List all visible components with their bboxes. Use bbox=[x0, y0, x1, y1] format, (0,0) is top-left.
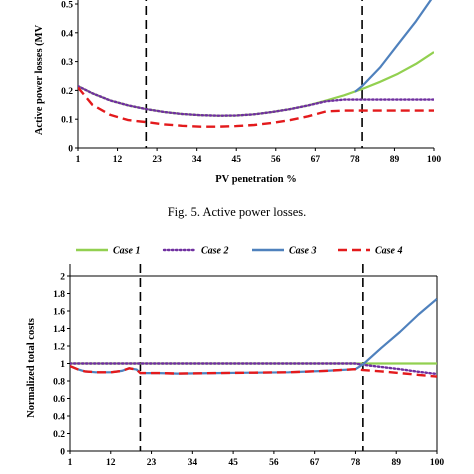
x-tick-label: 100 bbox=[427, 155, 442, 165]
y-tick-label: 0.4 bbox=[61, 29, 73, 39]
x-tick-label: 23 bbox=[147, 458, 157, 468]
legend-label-case-4: Case 4 bbox=[375, 246, 403, 257]
x-tick-label: 1 bbox=[76, 155, 81, 165]
x-tick-label: 89 bbox=[391, 458, 401, 468]
series-line-case-3 bbox=[70, 297, 437, 375]
y-tick-label: 0 bbox=[60, 448, 65, 458]
y-tick-label: 0.8 bbox=[53, 378, 65, 388]
y-tick-label: 1.8 bbox=[53, 290, 65, 300]
legend: Case 1 Case 2 Case 3 Case 4 bbox=[76, 246, 403, 257]
y-tick-label: 0.6 bbox=[53, 395, 65, 405]
x-axis-label: PV penetration % bbox=[215, 174, 296, 185]
x-tick-label: 78 bbox=[351, 458, 361, 468]
chart-normalized-total-costs: 0 0.2 0.4 0.6 0.8 1 1.2 1.4 1.6 1.8 2 1 12 23 34 45 56 67… bbox=[26, 264, 444, 468]
y-tick-label: 0.4 bbox=[53, 413, 65, 423]
series-line-case-2 bbox=[70, 362, 437, 376]
series-line-case-4 bbox=[70, 364, 437, 378]
series-line-case-2 bbox=[78, 84, 434, 117]
series-group bbox=[70, 297, 437, 378]
legend-label-case-3: Case 3 bbox=[289, 246, 317, 257]
y-axis-label: Normalized total costs bbox=[26, 318, 37, 418]
x-tick-label: 45 bbox=[231, 155, 241, 165]
x-tick-label: 23 bbox=[152, 155, 162, 165]
x-tick-label: 100 bbox=[430, 458, 445, 468]
legend-label-case-1: Case 1 bbox=[113, 246, 141, 257]
x-tick-label: 56 bbox=[269, 458, 279, 468]
y-tick-label: 0.2 bbox=[53, 430, 65, 440]
x-tick-label: 67 bbox=[310, 458, 320, 468]
series-line-case-4 bbox=[78, 86, 434, 128]
x-tick-label: 1 bbox=[68, 458, 73, 468]
x-tick-label: 12 bbox=[113, 155, 123, 165]
y-tick-label: 2 bbox=[60, 273, 65, 283]
y-tick-label: 0.2 bbox=[61, 87, 73, 97]
x-tick-label: 34 bbox=[192, 155, 202, 165]
x-tick-label: 34 bbox=[188, 458, 198, 468]
legend-label-case-2: Case 2 bbox=[201, 246, 229, 257]
x-tick-label: 67 bbox=[311, 155, 321, 165]
figure-caption: Fig. 5. Active power losses. bbox=[168, 205, 307, 219]
y-tick-label: 1.4 bbox=[53, 325, 65, 335]
y-tick-label: 0 bbox=[68, 145, 73, 155]
x-tick-label: 56 bbox=[271, 155, 281, 165]
x-tick-label: 45 bbox=[228, 458, 238, 468]
y-tick-label: 1.6 bbox=[53, 308, 65, 318]
y-tick-label: 0.5 bbox=[61, 1, 73, 11]
y-tick-label: 0.3 bbox=[61, 58, 73, 68]
x-tick-label: 12 bbox=[106, 458, 116, 468]
series-group bbox=[78, 0, 434, 128]
series-line-case-3 bbox=[354, 0, 433, 93]
x-tick-label: 89 bbox=[390, 155, 400, 165]
x-tick-label: 78 bbox=[350, 155, 360, 165]
y-tick-label: 1 bbox=[60, 360, 65, 370]
y-axis-label: Active power losses (MV bbox=[34, 24, 45, 135]
y-tick-label: 0.1 bbox=[61, 116, 73, 126]
y-tick-label: 1.2 bbox=[53, 343, 65, 353]
chart-active-power-losses: 0 0.1 0.2 0.3 0.4 0.5 1 12 23 34 45 56 67 78 89 100 PV p… bbox=[34, 0, 441, 185]
